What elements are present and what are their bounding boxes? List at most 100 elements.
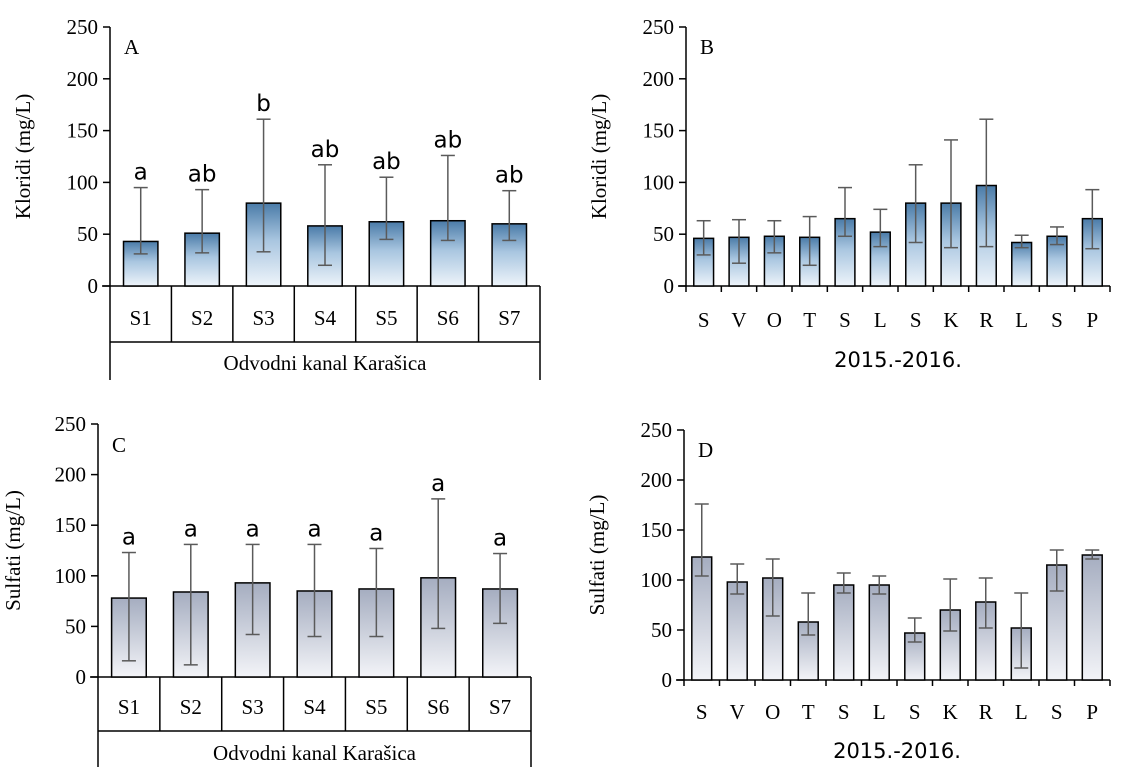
panel-c-error-bar xyxy=(369,547,384,638)
panel-a-error-bar xyxy=(133,186,148,255)
panel-c-error-bar xyxy=(121,551,136,662)
panel-c-significance-letter: a xyxy=(184,516,198,542)
chart-panel-c: 0 50 100 150 200 250 Sulfati (mg/L) Ca S1 a S2 a S3 a… xyxy=(1,412,532,767)
panel-c-y-tick-label: 150 xyxy=(55,513,87,537)
panel-d-error-bar xyxy=(978,577,993,629)
panel-b-y-tick-label: 250 xyxy=(643,15,675,39)
panel-d-error-bar xyxy=(765,558,780,617)
panel-a-significance-letter: ab xyxy=(188,162,217,188)
panel-a-category-label: S4 xyxy=(314,306,337,330)
panel-b-error-bar xyxy=(979,118,994,248)
panel-b-category-label: K xyxy=(943,308,958,332)
panel-d-category-label: O xyxy=(765,700,780,724)
panel-d-category-label: S xyxy=(696,700,708,724)
panel-b-category-label: O xyxy=(767,308,782,332)
panel-d-category-label: R xyxy=(979,700,993,724)
panel-a-group-label: Odvodni kanal Karašica xyxy=(224,351,428,375)
panel-b-error-bar xyxy=(944,139,958,249)
panel-c-y-tick-label: 200 xyxy=(55,463,87,487)
panel-b-category-label: T xyxy=(803,308,816,332)
panel-a-error-bar xyxy=(318,164,332,267)
panel-b-bar xyxy=(1011,241,1033,287)
panel-a-y-tick-label: 0 xyxy=(88,274,99,298)
panel-d-category-label: S xyxy=(909,700,921,724)
panel-a-bar xyxy=(368,221,405,287)
panel-d-bar xyxy=(868,584,890,681)
panel-a-significance-letter: ab xyxy=(372,149,401,175)
panel-a-y-tick-label: 200 xyxy=(67,67,99,91)
panel-b-error-bar xyxy=(908,164,923,244)
panel-c-error-bar xyxy=(493,552,508,625)
panel-d-category-label: S xyxy=(1051,700,1063,724)
panel-d-error-bar xyxy=(943,578,958,632)
panel-b-category-label: S xyxy=(1051,308,1063,332)
panel-d-y-tick-label: 0 xyxy=(662,668,673,692)
panel-a-y-tick-label: 150 xyxy=(67,119,99,143)
panel-a-significance-letter: ab xyxy=(495,163,524,189)
panel-b-category-label: S xyxy=(839,308,851,332)
panel-b-error-bar xyxy=(873,208,888,248)
panel-b-y-tick-label: 150 xyxy=(643,119,675,143)
panel-a-y-tick-label: 50 xyxy=(77,222,98,246)
panel-d-category-label: K xyxy=(943,700,958,724)
panel-c-y-tick-label: 0 xyxy=(76,665,87,689)
panel-c-category-label: S5 xyxy=(365,695,387,719)
panel-a-significance-letter: ab xyxy=(311,137,340,163)
panel-a-y-tick-label: 100 xyxy=(67,170,99,194)
panel-c-significance-letter: a xyxy=(307,516,321,542)
panel-a-y-axis-label: Kloridi (mg/L) xyxy=(11,94,35,219)
panel-d-error-bar xyxy=(801,592,816,636)
panel-d-category-label: L xyxy=(1015,700,1028,724)
panel-c-category-label: S1 xyxy=(118,695,140,719)
panel-c-category-label: S7 xyxy=(489,695,511,719)
panel-d-error-bar xyxy=(694,503,709,577)
panel-b-category-label: V xyxy=(731,308,746,332)
panel-d-bar xyxy=(833,584,855,681)
panel-b-error-bar xyxy=(696,219,711,256)
panel-a-error-bar xyxy=(195,188,210,254)
panel-a-significance-letter: b xyxy=(256,91,271,117)
panel-d-category-label: T xyxy=(802,700,815,724)
panel-b-category-label: P xyxy=(1086,308,1098,332)
panel-a-error-bar xyxy=(502,189,517,242)
panel-a-error-bar xyxy=(379,176,394,241)
panel-d-y-tick-label: 250 xyxy=(641,418,673,442)
panel-c-error-bar xyxy=(183,543,198,666)
panel-c-significance-letter: a xyxy=(431,471,445,497)
panel-b-error-bar xyxy=(802,215,817,267)
panel-d-category-label: L xyxy=(873,700,886,724)
panel-a-category-label: S7 xyxy=(498,306,520,330)
panel-b-y-tick-label: 50 xyxy=(653,222,674,246)
panel-c-significance-letter: a xyxy=(369,520,383,546)
panel-b-category-label: L xyxy=(874,308,887,332)
panel-c-category-label: S2 xyxy=(180,695,202,719)
panel-a-significance-letter: a xyxy=(134,160,148,186)
panel-b-y-axis-label: Kloridi (mg/L) xyxy=(587,94,611,219)
panel-d-error-bar xyxy=(1085,549,1100,560)
panel-a-category-label: S6 xyxy=(437,306,459,330)
panel-d-error-bar xyxy=(872,575,887,595)
panel-d-y-axis-label: Sulfati (mg/L) xyxy=(585,495,609,616)
panel-a-bar xyxy=(491,223,528,287)
panel-c-group-label: Odvodni kanal Karašica xyxy=(213,741,417,765)
panel-c-significance-letter: a xyxy=(122,525,136,551)
panel-c-category-label: S4 xyxy=(303,695,326,719)
panel-a-category-label: S2 xyxy=(191,306,213,330)
panel-b-y-tick-label: 100 xyxy=(643,170,675,194)
panel-a-label: A xyxy=(124,35,140,59)
panel-d-error-bar xyxy=(1049,549,1064,592)
panel-c-y-tick-label: 50 xyxy=(65,614,86,638)
panel-d-category-label: V xyxy=(730,700,745,724)
panel-d-error-bar xyxy=(907,617,922,643)
panel-d-bar xyxy=(1081,554,1103,681)
panel-b-category-label: S xyxy=(698,308,710,332)
panel-d-error-bar xyxy=(730,563,745,595)
panel-b-category-label: L xyxy=(1015,308,1028,332)
panel-d-x-axis-label: 2015.-2016. xyxy=(833,739,961,763)
panel-b-category-label: S xyxy=(910,308,922,332)
panel-b-error-bar xyxy=(732,218,746,264)
panel-c-y-tick-label: 250 xyxy=(55,412,87,436)
